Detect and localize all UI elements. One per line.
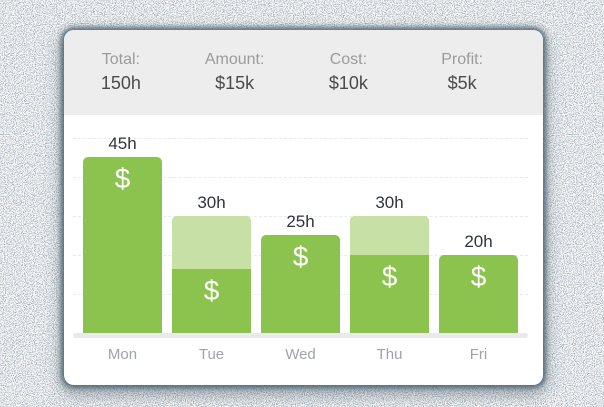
stat-cost-value: $10k (328, 73, 368, 93)
stat-profit-label: Profit: (441, 51, 484, 68)
bar-fri[interactable]: $ (439, 255, 518, 333)
bar-column-wed: 25h $ (261, 115, 340, 333)
dollar-icon: $ (470, 261, 487, 292)
gridline (73, 177, 528, 178)
stat-profit-value: $5k (447, 73, 477, 93)
dollar-icon: $ (292, 241, 309, 272)
stat-cost-label: Cost: (329, 51, 368, 68)
bar-light-segment-thu (350, 216, 429, 255)
bar-thu[interactable]: $ (350, 216, 429, 333)
bar-column-thu: 30h $ (350, 115, 429, 333)
bar-column-mon: 45h $ (83, 115, 162, 333)
bar-value-label-thu: 30h (375, 193, 404, 212)
bar-value-label-tue: 30h (197, 193, 226, 212)
stat-amount-label: Amount: (204, 51, 265, 68)
bar-column-fri: 20h $ (439, 115, 518, 333)
bar-mon[interactable]: $ (83, 157, 162, 333)
day-label-mon: Mon (107, 346, 138, 363)
bar-value-label-fri: 20h (464, 232, 493, 251)
bar-column-tue: 30h $ (172, 115, 251, 333)
dollar-icon: $ (114, 163, 131, 194)
stat-cost: Cost: $10k (292, 51, 406, 94)
stat-amount-value: $15k (215, 73, 255, 93)
summary-chart-card: Total: 150h Amount: $15k Cost: $10k Prof… (64, 30, 543, 385)
gridline (73, 216, 528, 217)
bars-row: 45h $30h $25h $30h $20h $ (83, 115, 518, 333)
stat-total-value: 150h (100, 73, 141, 93)
day-label-tue: Tue (198, 346, 225, 363)
day-label-fri: Fri (469, 346, 488, 363)
bar-value-label-mon: 45h (108, 134, 137, 153)
bar-value-label-wed: 25h (286, 212, 315, 231)
gridline (73, 138, 528, 139)
stat-profit: Profit: $5k (405, 51, 519, 94)
chart-baseline (73, 333, 528, 338)
dollar-icon: $ (203, 275, 220, 306)
bar-tue[interactable]: $ (172, 216, 251, 333)
day-label-thu: Thu (376, 346, 403, 363)
stat-total: Total: 150h (64, 51, 178, 94)
bar-wed[interactable]: $ (261, 235, 340, 333)
stats-header: Total: 150h Amount: $15k Cost: $10k Prof… (64, 30, 543, 115)
dollar-icon: $ (381, 261, 398, 292)
stat-amount: Amount: $15k (178, 51, 292, 94)
stat-total-label: Total: (101, 51, 140, 68)
day-label-wed: Wed (285, 346, 316, 363)
bar-chart: 45h $30h $25h $30h $20h $ Mon Tue Wed Thu Fri (64, 115, 543, 385)
day-labels-row: Mon Tue Wed Thu Fri (83, 346, 518, 363)
bar-light-segment-tue (172, 216, 251, 269)
